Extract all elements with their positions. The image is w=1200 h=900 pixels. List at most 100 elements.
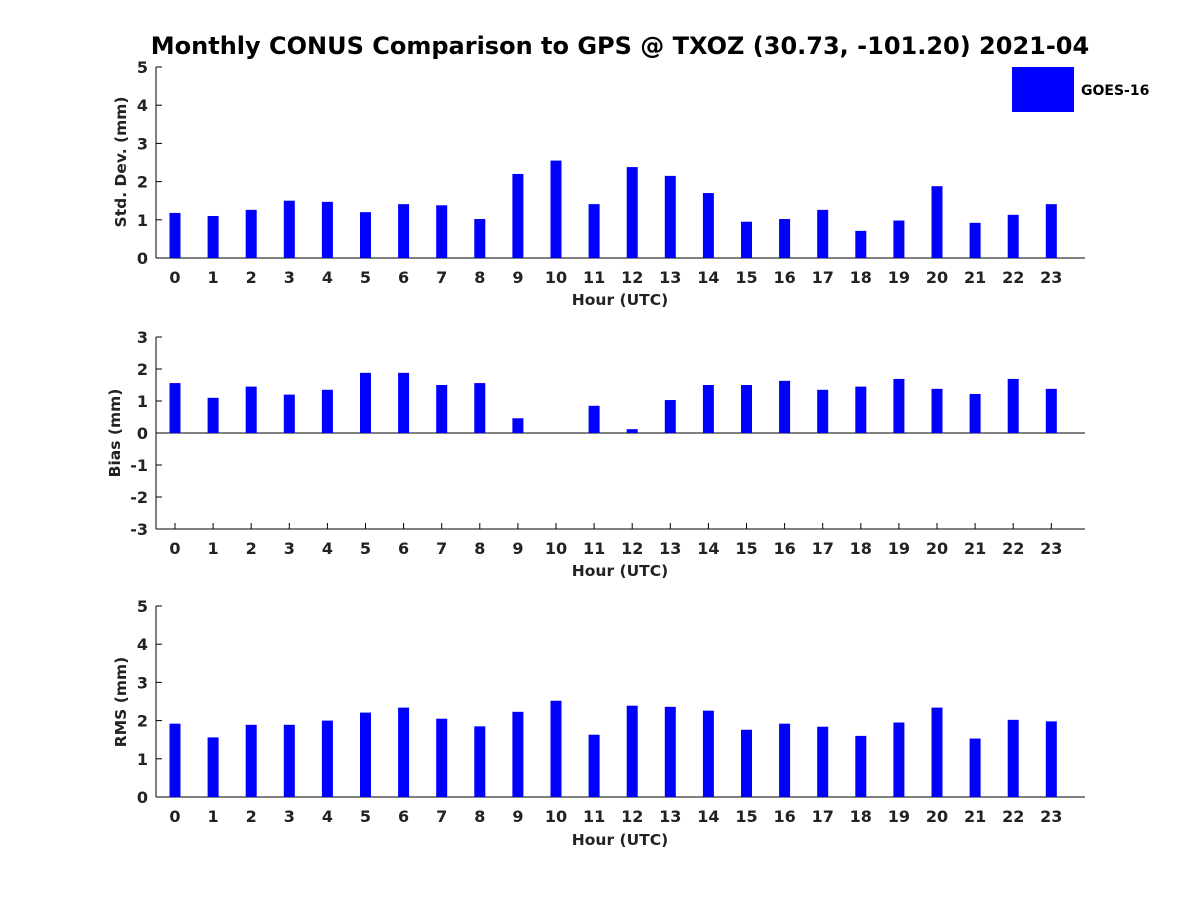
- bias-x-tick-label: 7: [436, 539, 447, 558]
- rms-ylabel: RMS (mm): [112, 657, 130, 747]
- rms-x-tick-label: 7: [436, 807, 447, 826]
- bias-x-tick-label: 1: [208, 539, 219, 558]
- rms-bar-hour-9: [512, 711, 524, 797]
- bias-x-tick-label: 16: [773, 539, 795, 558]
- bias-bar-hour-0: [169, 383, 181, 433]
- bias-x-tick-label: 6: [398, 539, 409, 558]
- chart-title: Monthly CONUS Comparison to GPS @ TXOZ (…: [151, 32, 1089, 60]
- rms-bar-hour-16: [779, 723, 791, 797]
- bias-bar-hour-13: [664, 400, 676, 433]
- bias-x-tick-label: 18: [850, 539, 872, 558]
- std-dev-y-tick-label: 2: [137, 173, 148, 192]
- rms-x-tick-label: 11: [583, 807, 605, 826]
- rms-bar-hour-21: [969, 738, 981, 797]
- bias-x-tick-label: 19: [888, 539, 910, 558]
- std-dev-bar-hour-2: [245, 209, 257, 258]
- bias-x-tick-label: 0: [169, 539, 180, 558]
- bias-bar-hour-17: [817, 389, 829, 433]
- std-dev-bar-hour-21: [969, 222, 981, 258]
- rms-x-tick-label: 5: [360, 807, 371, 826]
- std-dev-y-tick-label: 1: [137, 211, 148, 230]
- std-dev-x-tick-label: 10: [545, 268, 567, 287]
- std-dev-bar-hour-4: [321, 201, 333, 258]
- std-dev-x-tick-label: 5: [360, 268, 371, 287]
- rms-bar-hour-23: [1045, 721, 1057, 797]
- rms-bar-hour-17: [817, 726, 829, 797]
- bias-bar-hour-7: [436, 385, 448, 433]
- rms-x-tick-label: 21: [964, 807, 986, 826]
- bias-x-tick-label: 20: [926, 539, 948, 558]
- bias-x-tick-label: 2: [246, 539, 257, 558]
- bias-x-tick-label: 5: [360, 539, 371, 558]
- bias-bar-hour-3: [283, 394, 295, 433]
- std-dev-x-tick-label: 12: [621, 268, 643, 287]
- std-dev-y-tick-label: 0: [137, 249, 148, 268]
- legend-swatch: [1012, 67, 1074, 112]
- rms-bar-hour-12: [626, 705, 638, 797]
- std-dev-bar-hour-20: [931, 186, 943, 258]
- std-dev-bar-hour-3: [283, 200, 295, 258]
- std-dev-x-tick-label: 23: [1040, 268, 1062, 287]
- std-dev-bar-hour-10: [550, 160, 562, 258]
- bias-x-tick-label: 14: [697, 539, 719, 558]
- bias-x-tick-label: 11: [583, 539, 605, 558]
- bias-bar-hour-9: [512, 418, 524, 433]
- bias-bar-hour-16: [779, 380, 791, 433]
- rms-bar-hour-10: [550, 700, 562, 797]
- std-dev-x-tick-label: 13: [659, 268, 681, 287]
- std-dev-bar-hour-16: [779, 219, 791, 258]
- std-dev-ylabel: Std. Dev. (mm): [112, 97, 130, 228]
- rms-x-tick-label: 13: [659, 807, 681, 826]
- rms-xlabel: Hour (UTC): [572, 831, 668, 849]
- std-dev-bar-hour-19: [893, 220, 905, 258]
- std-dev-x-tick-label: 19: [888, 268, 910, 287]
- bias-x-tick-label: 12: [621, 539, 643, 558]
- rms-x-tick-label: 9: [512, 807, 523, 826]
- bias-x-tick-label: 23: [1040, 539, 1062, 558]
- bias-x-tick-label: 10: [545, 539, 567, 558]
- bias-x-tick-label: 13: [659, 539, 681, 558]
- bias-bar-hour-14: [702, 385, 714, 433]
- std-dev-bar-hour-15: [741, 221, 752, 258]
- std-dev-bar-hour-22: [1007, 214, 1019, 258]
- std-dev-bar-hour-14: [702, 193, 714, 258]
- std-dev-x-tick-label: 3: [284, 268, 295, 287]
- std-dev-bar-hour-13: [664, 175, 676, 258]
- bias-bar-hour-15: [741, 385, 752, 433]
- rms-bar-hour-22: [1007, 719, 1019, 797]
- std-dev-x-tick-label: 22: [1002, 268, 1024, 287]
- bias-x-tick-label: 22: [1002, 539, 1024, 558]
- std-dev-x-tick-label: 6: [398, 268, 409, 287]
- std-dev-x-tick-label: 21: [964, 268, 986, 287]
- std-dev-bar-hour-18: [855, 230, 867, 258]
- bias-x-tick-label: 17: [812, 539, 834, 558]
- bias-bar-hour-11: [588, 405, 600, 433]
- rms-bar-hour-3: [283, 724, 295, 797]
- rms-x-tick-label: 12: [621, 807, 643, 826]
- std-dev-x-tick-label: 1: [208, 268, 219, 287]
- std-dev-x-tick-label: 15: [735, 268, 757, 287]
- bias-x-tick-label: 4: [322, 539, 333, 558]
- std-dev-y-tick-label: 3: [137, 134, 148, 153]
- std-dev-x-tick-label: 8: [474, 268, 485, 287]
- rms-x-tick-label: 4: [322, 807, 333, 826]
- rms-bar-hour-20: [931, 707, 943, 797]
- bias-bar-hour-20: [931, 388, 943, 433]
- std-dev-xlabel: Hour (UTC): [572, 291, 668, 309]
- bias-y-tick-label: 2: [137, 360, 148, 379]
- bias-y-tick-label: 3: [137, 328, 148, 347]
- std-dev-bar-hour-7: [436, 205, 448, 258]
- rms-x-tick-label: 15: [735, 807, 757, 826]
- bias-bar-hour-4: [321, 389, 333, 433]
- std-dev-x-tick-label: 11: [583, 268, 605, 287]
- rms-x-tick-label: 20: [926, 807, 948, 826]
- rms-bar-hour-8: [474, 726, 486, 797]
- bias-bar-hour-6: [398, 372, 410, 433]
- rms-y-tick-label: 4: [137, 635, 148, 654]
- rms-bar-hour-0: [169, 723, 181, 797]
- rms-y-tick-label: 2: [137, 712, 148, 731]
- rms-y-tick-label: 0: [137, 788, 148, 807]
